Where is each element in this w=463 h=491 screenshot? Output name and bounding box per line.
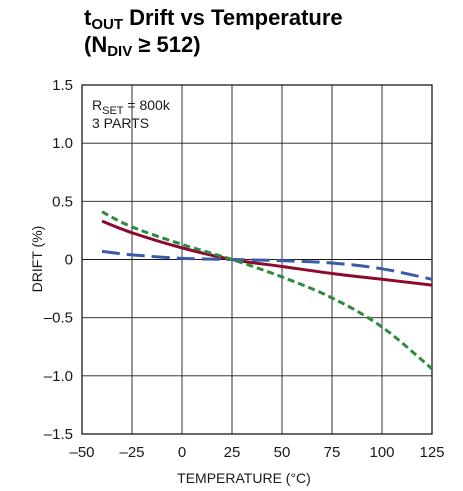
- annotation-parts: 3 PARTS: [92, 115, 149, 131]
- title-n: (N: [84, 32, 108, 57]
- y-axis-label: DRIFT (%): [29, 226, 45, 293]
- series-line-2: [101, 249, 433, 281]
- title-t: t: [84, 5, 92, 30]
- x-tick-label: 0: [178, 444, 186, 461]
- title-rest: Drift vs Temperature: [123, 5, 343, 30]
- title-condition: ≥ 512): [132, 32, 201, 57]
- series-line-1: [101, 219, 433, 287]
- series-line-3: [101, 210, 433, 370]
- chart-title-line-2: (NDIV ≥ 512): [84, 31, 343, 60]
- y-tick-label: 1.5: [52, 77, 73, 94]
- y-tick-label: 1.0: [52, 135, 73, 152]
- annotation-rset: RSET = 800k: [92, 97, 171, 117]
- title-t-subscript: OUT: [91, 16, 123, 33]
- y-tick-label: 0: [65, 252, 73, 269]
- x-tick-label: 125: [419, 444, 444, 461]
- y-tick-label: –1.5: [44, 426, 73, 443]
- x-tick-label: 50: [274, 444, 291, 461]
- chart-title: tOUT Drift vs Temperature (NDIV ≥ 512): [84, 4, 343, 60]
- series-layer: [101, 210, 433, 370]
- y-tick-label: –1.0: [44, 368, 73, 385]
- x-tick-label: –25: [119, 444, 144, 461]
- y-tick-label: 0.5: [52, 193, 73, 210]
- plot-frame: [81, 84, 433, 435]
- x-tick-label: 75: [324, 444, 341, 461]
- annotation: RSET = 800k 3 PARTS: [92, 97, 171, 131]
- x-tick-labels: –50 –25 0 25 50 75 100 125: [69, 444, 444, 461]
- y-tick-labels: 1.5 1.0 0.5 0 –0.5 –1.0 –1.5: [44, 77, 73, 443]
- x-tick-label: 25: [224, 444, 241, 461]
- x-tick-label: 100: [369, 444, 394, 461]
- title-n-subscript: DIV: [107, 43, 133, 60]
- x-axis-label: TEMPERATURE (°C): [177, 470, 311, 486]
- chart-title-line-1: tOUT Drift vs Temperature: [84, 4, 343, 33]
- x-tick-label: –50: [69, 444, 94, 461]
- y-tick-label: –0.5: [44, 310, 73, 327]
